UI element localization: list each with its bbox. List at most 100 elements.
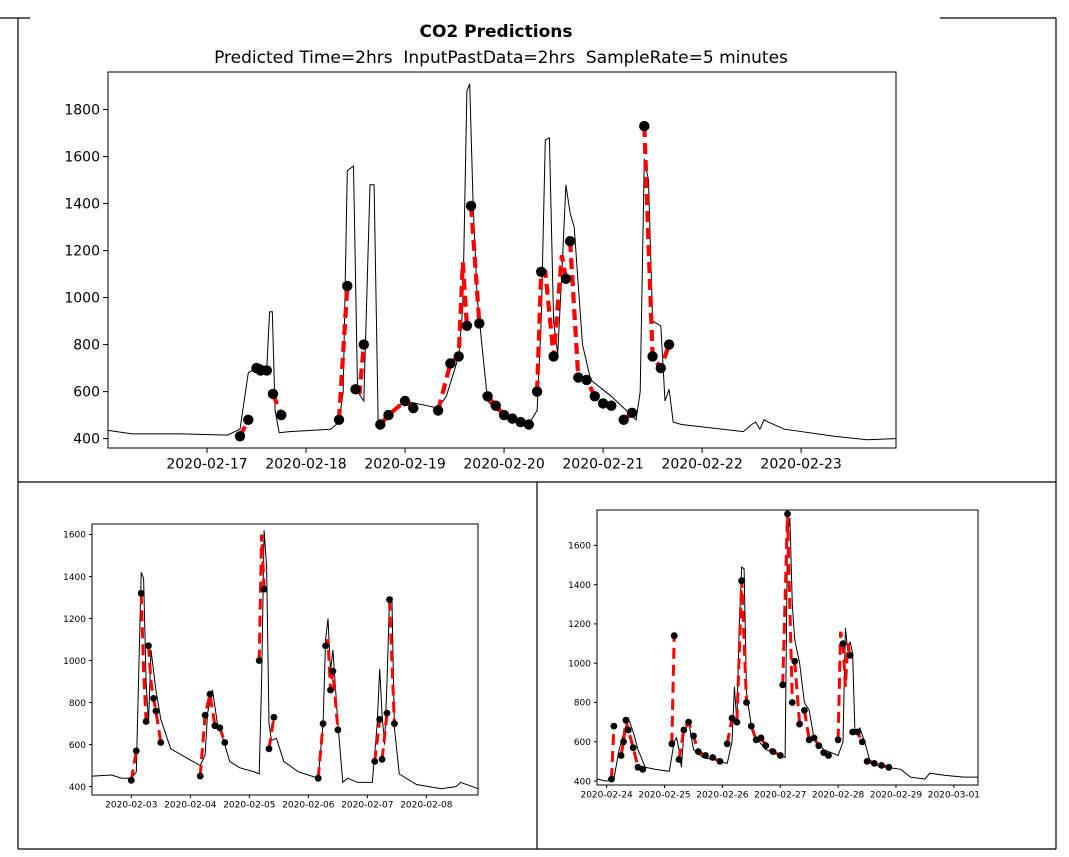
prediction-point <box>531 386 543 397</box>
prediction-point <box>757 734 765 742</box>
y-tick-label: 400 <box>574 777 591 787</box>
prediction-point <box>276 409 287 421</box>
chart-panel-bottom-right: 400 600 800 1000 1200 1400 1600 2020-02-24 2020-… <box>568 509 980 801</box>
prediction-point <box>606 400 617 411</box>
chart-panel-top: 400 600 800 1000 1200 1400 1600 1800 2020-02-17 2… <box>64 71 897 473</box>
prediction-point <box>408 402 419 414</box>
prediction-point <box>647 351 658 362</box>
x-tick-label: 2020-02-17 <box>166 457 247 473</box>
x-tick-label: 2020-03-01 <box>928 791 980 801</box>
prediction-point <box>629 744 637 752</box>
prediction-point <box>201 711 209 719</box>
prediction-point <box>655 362 666 374</box>
x-tick-label: 2020-02-18 <box>265 457 346 473</box>
prediction-point <box>383 709 391 717</box>
prediction-point <box>358 339 369 350</box>
predicted-series-segment <box>670 635 676 744</box>
prediction-point <box>383 409 394 421</box>
x-tick-label: 2020-02-21 <box>562 457 643 473</box>
prediction-point <box>733 718 741 726</box>
prediction-point <box>523 419 534 430</box>
prediction-point <box>610 722 618 730</box>
prediction-point <box>854 728 861 736</box>
prediction-point <box>548 351 559 362</box>
prediction-point <box>624 726 632 734</box>
prediction-point <box>810 734 818 742</box>
actual-series-line <box>107 83 897 441</box>
figure-frame <box>0 17 1057 850</box>
x-tick-label: 2020-02-20 <box>463 457 544 473</box>
prediction-point <box>747 722 755 730</box>
x-tick-label: 2020-02-23 <box>760 457 841 473</box>
prediction-point <box>825 752 832 759</box>
prediction-point <box>221 739 229 746</box>
prediction-point <box>255 657 263 664</box>
plot-area <box>107 71 897 449</box>
figure-subtitle: Predicted Time=2hrs InputPastData=2hrs S… <box>214 48 788 68</box>
prediction-point <box>371 758 379 765</box>
predicted-series-segment <box>373 719 382 762</box>
prediction-point <box>622 716 630 724</box>
prediction-point <box>270 713 278 721</box>
prediction-point <box>639 765 647 773</box>
prediction-point <box>132 747 140 755</box>
predicted-series-segment <box>725 580 748 745</box>
prediction-point <box>196 772 204 780</box>
prediction-point <box>784 510 791 518</box>
y-tick-label: 600 <box>69 741 86 751</box>
prediction-point <box>261 365 272 376</box>
prediction-point <box>663 339 675 350</box>
prediction-point <box>597 398 609 409</box>
prediction-point <box>375 419 386 430</box>
prediction-point <box>206 690 214 698</box>
prediction-point <box>670 632 678 640</box>
prediction-point <box>878 762 885 769</box>
prediction-point <box>608 775 615 783</box>
prediction-point <box>849 728 856 736</box>
x-tick-label: 2020-02-05 <box>223 801 275 811</box>
y-tick-label: 800 <box>69 699 86 709</box>
y-tick-label: 1200 <box>568 620 591 630</box>
prediction-point <box>243 414 254 425</box>
plot-area <box>91 523 479 796</box>
x-tick-label: 2020-02-04 <box>164 801 217 811</box>
prediction-point <box>839 640 847 647</box>
prediction-point <box>152 707 160 715</box>
prediction-point <box>386 596 393 603</box>
prediction-point <box>796 720 803 728</box>
x-tick-label: 2020-02-26 <box>696 791 749 801</box>
prediction-point <box>702 752 709 759</box>
prediction-point <box>685 718 692 726</box>
prediction-point <box>127 776 135 784</box>
y-tick-label: 1000 <box>568 659 591 669</box>
prediction-point <box>573 372 584 383</box>
actual-series-line <box>91 530 479 790</box>
prediction-point <box>391 720 398 727</box>
prediction-point <box>680 726 688 734</box>
prediction-point <box>490 400 501 411</box>
prediction-point <box>639 120 650 132</box>
prediction-point <box>515 416 526 428</box>
prediction-point <box>788 699 796 706</box>
y-tick-label: 800 <box>73 338 100 354</box>
x-tick-label: 2020-02-25 <box>638 791 690 801</box>
prediction-point <box>618 414 629 425</box>
y-tick-label: 600 <box>73 385 100 401</box>
prediction-point <box>738 577 746 585</box>
prediction-point <box>779 681 787 689</box>
prediction-point <box>626 407 638 418</box>
prediction-point <box>668 740 676 748</box>
prediction-point <box>801 707 808 714</box>
prediction-point <box>560 273 572 284</box>
prediction-point <box>776 752 784 759</box>
y-tick-label: 400 <box>73 432 100 448</box>
prediction-point <box>465 200 477 212</box>
prediction-point <box>716 758 724 765</box>
y-tick-label: 1400 <box>64 197 100 213</box>
prediction-point <box>142 718 150 725</box>
prediction-point <box>885 763 893 771</box>
x-tick-label: 2020-02-22 <box>661 457 742 473</box>
predicted-series-segment <box>129 750 138 781</box>
prediction-point <box>617 752 625 759</box>
